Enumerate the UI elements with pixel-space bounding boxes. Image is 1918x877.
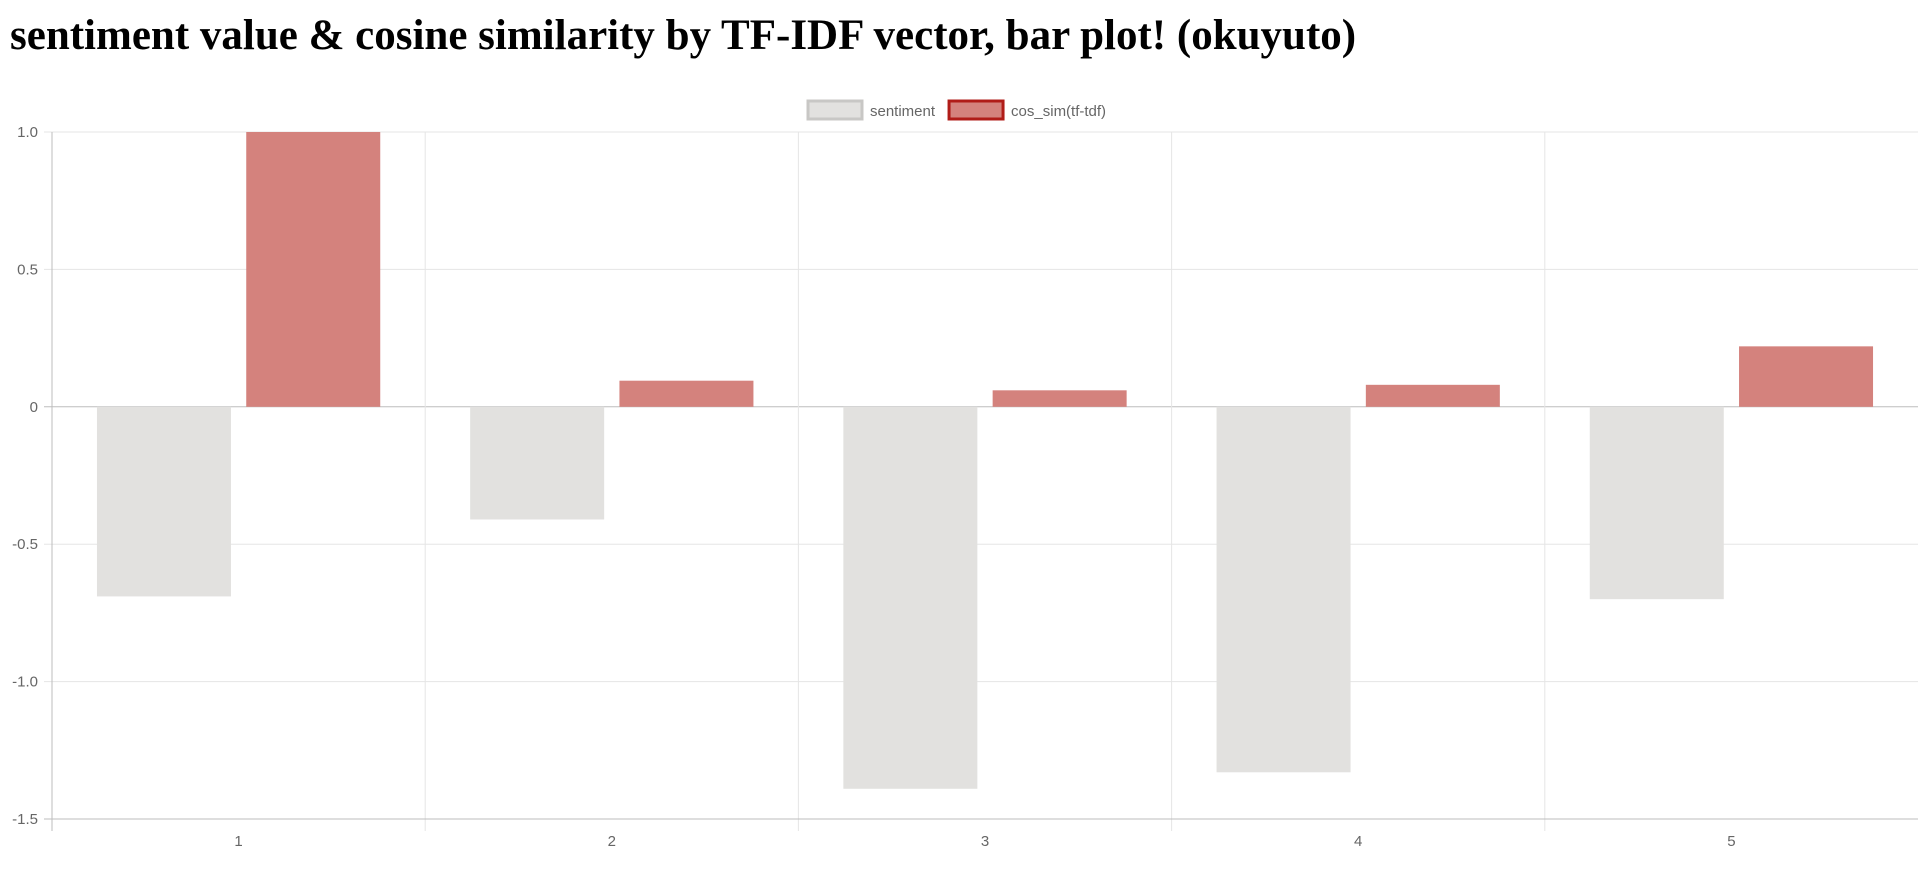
x-tick-label: 1 — [234, 833, 242, 850]
chart-bars — [96, 132, 1874, 789]
legend-swatch — [806, 99, 864, 121]
legend-item[interactable]: sentiment — [806, 99, 936, 121]
x-tick-label: 4 — [1354, 833, 1362, 850]
y-tick-label: 1.0 — [17, 124, 38, 141]
bar-sentiment[interactable] — [470, 406, 605, 520]
bar-sentiment[interactable] — [1216, 406, 1351, 773]
bar-sentiment[interactable] — [96, 406, 231, 597]
bar-sentiment[interactable] — [1589, 406, 1724, 600]
bar-sentiment[interactable] — [843, 406, 978, 789]
bar-cos-sim-tf-tdf-[interactable] — [1365, 384, 1500, 407]
legend-label: sentiment — [870, 103, 936, 120]
bar-cos-sim-tf-tdf-[interactable] — [1739, 346, 1874, 407]
page-title: sentiment value & cosine similarity by T… — [10, 12, 1357, 59]
chart-legend[interactable]: sentiment cos_sim(tf-tdf) — [806, 99, 1106, 121]
x-tick-label: 3 — [981, 833, 989, 850]
x-tick-label: 2 — [608, 833, 616, 850]
bar-cos-sim-tf-tdf-[interactable] — [619, 380, 754, 407]
y-tick-label: -1.0 — [12, 674, 38, 691]
y-tick-label: -0.5 — [12, 536, 38, 553]
legend-swatch — [947, 99, 1005, 121]
chart-axes: 1.0 0.5 0 -0.5 -1.0 -1.5 1 2 3 4 5 — [12, 124, 1918, 850]
bar-cos-sim-tf-tdf-[interactable] — [992, 390, 1127, 407]
x-tick-label: 5 — [1727, 833, 1735, 850]
y-tick-label: 0 — [30, 399, 38, 416]
legend-label: cos_sim(tf-tdf) — [1011, 103, 1106, 120]
legend-item[interactable]: cos_sim(tf-tdf) — [947, 99, 1106, 121]
y-tick-label: 0.5 — [17, 261, 38, 278]
y-tick-label: -1.5 — [12, 811, 38, 828]
bar-cos-sim-tf-tdf-[interactable] — [246, 132, 381, 407]
